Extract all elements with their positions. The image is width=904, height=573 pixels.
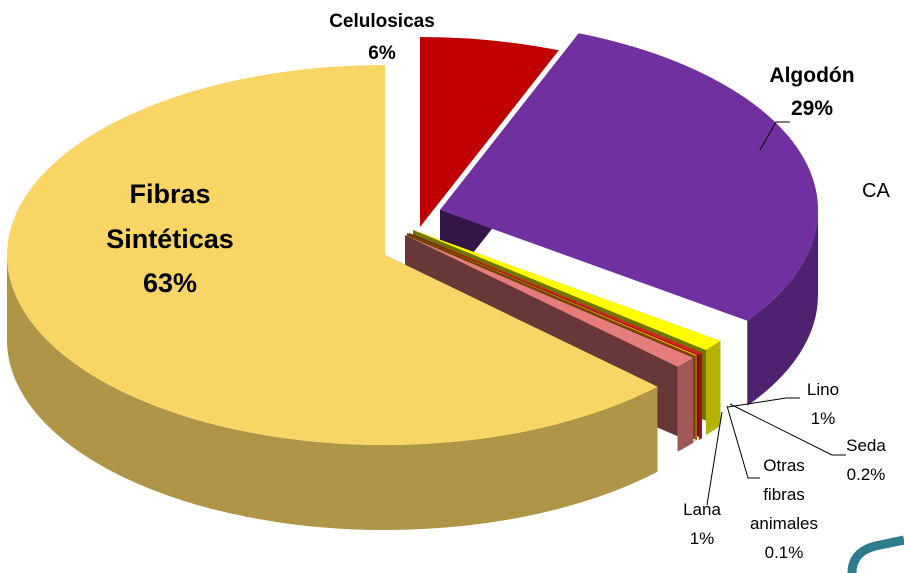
leader-line	[729, 403, 846, 456]
slice	[407, 233, 697, 356]
leader-line	[727, 397, 800, 408]
category-label: Fibras Sintéticas	[106, 179, 234, 254]
value-label: 29%	[790, 96, 834, 120]
slice	[405, 235, 694, 367]
category-label: Algodón	[769, 64, 855, 87]
leader-line	[706, 411, 723, 506]
slice	[440, 33, 819, 321]
slice	[409, 233, 702, 355]
slice	[7, 65, 658, 445]
data-label: Algodón 29%	[742, 60, 882, 125]
leader-line	[726, 405, 760, 479]
value-label: 0.1%	[764, 542, 804, 562]
annotation: CA	[862, 180, 890, 202]
data-label: Lana 1%	[672, 496, 732, 554]
data-label: Lino 1%	[793, 376, 853, 434]
slice-wall	[698, 353, 702, 440]
slice	[420, 37, 559, 227]
data-label: Celulosicas 6%	[302, 6, 462, 71]
slice-wall	[747, 210, 818, 406]
category-label: Lana	[683, 500, 721, 519]
value-label: 63%	[142, 268, 198, 299]
category-label: Otras fibras animales	[749, 456, 819, 533]
value-label: 6%	[368, 43, 396, 65]
value-label: 0.2%	[846, 464, 886, 484]
slice	[413, 230, 721, 351]
value-label: 1%	[689, 528, 715, 548]
leader-line	[759, 121, 790, 151]
slice-wall	[6, 255, 658, 531]
data-label: Fibras Sintéticas 63%	[70, 172, 270, 306]
slice-wall	[705, 340, 721, 436]
data-label: Seda 0.2%	[836, 432, 896, 490]
value-label: 1%	[810, 408, 836, 428]
category-label: Lino	[806, 380, 840, 399]
slice-wall	[695, 355, 697, 441]
slice-wall	[677, 357, 694, 452]
data-label: Otras fibras animales 0.1%	[744, 452, 824, 568]
decoration	[847, 535, 904, 573]
category-label: Celulosicas	[329, 11, 435, 32]
category-label: Seda	[846, 436, 886, 455]
